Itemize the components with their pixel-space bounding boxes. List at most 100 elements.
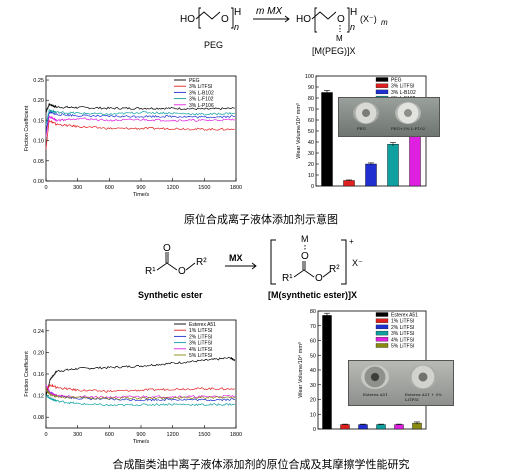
legend-label: 3% LiTFSI [189, 84, 212, 90]
x-axis-label: Time/s [133, 439, 150, 445]
y-tick-label: 0.05 [33, 159, 44, 165]
x-tick-label: 1500 [198, 185, 210, 191]
y-tick-label: 70 [308, 107, 314, 113]
bar [387, 143, 399, 187]
legend-label: PEG [391, 78, 402, 84]
y-tick-label: 50 [308, 129, 314, 135]
y-axis-label: Friction Coefficient [24, 105, 30, 151]
friction-chart-ester: 0 300 600 900 1200 1500 1800 0.08 0.12 0.16 0.20 0.… [24, 319, 242, 445]
caption-top: 原位合成离子液体添加剂示意图 [184, 213, 338, 226]
reaction-arrow-2 [225, 262, 257, 270]
scheme-1: HO O H n m MX HO O M H n (X⁻) m PEG [M(P… [180, 6, 388, 56]
y-axis-label: Wear Volume/10⁴ mm³ [295, 103, 302, 159]
disc-ester-litfsi [409, 365, 437, 389]
bar [343, 180, 355, 187]
x-tick-label: 900 [136, 185, 145, 191]
product-h: H [350, 7, 357, 18]
product-bracket [314, 7, 350, 33]
series-line [45, 119, 235, 150]
y-tick-label: 10 [310, 412, 316, 418]
y-tick-label: 0.12 [33, 394, 44, 400]
complex-bracket [270, 239, 347, 285]
series-line [45, 356, 236, 397]
x-tick-label: 0 [44, 432, 47, 438]
y-tick-label: 40 [310, 368, 316, 374]
reactant-n: n [234, 22, 239, 32]
legend-label: 4% LiTFSI [391, 337, 414, 343]
legend-swatch [375, 324, 389, 330]
legend-label: 4% LiTFSI [189, 347, 212, 353]
complex-o-carbonyl: O [301, 251, 309, 262]
scheme-2: R¹ O O R² MX M O R¹ O R² + X⁻ Synthetic … [138, 234, 363, 300]
x-tick-label: 300 [73, 185, 82, 191]
bar [376, 424, 386, 430]
y-tick-label: 30 [310, 383, 316, 389]
disc-ester [361, 365, 389, 389]
x-tick-label: 600 [105, 432, 114, 438]
wear-chart-ester: 0 10 20 30 40 50 60 70 80 Wear Volume/10⁴ mm³ Este… [297, 309, 427, 433]
legend-swatch [375, 83, 389, 88]
y-tick-label: 90 [308, 85, 314, 91]
product-m-sub: m [381, 18, 388, 27]
y-axis-label: Wear Volume/10⁴ mm³ [297, 342, 304, 398]
y-tick-label: 0.20 [33, 98, 44, 104]
y-tick-label: 100 [305, 74, 314, 80]
legend-swatch [375, 343, 389, 348]
y-tick-label: 40 [308, 140, 314, 146]
ester-o: O [178, 266, 186, 277]
bar [340, 424, 350, 430]
legend-swatch [375, 312, 389, 317]
ester-r1: R¹ [145, 266, 156, 277]
reagent-mx: MX [229, 253, 243, 263]
legend-swatch [375, 318, 389, 323]
reactant-o: O [221, 14, 229, 25]
y-tick-label: 60 [308, 118, 314, 124]
series-line [45, 103, 236, 113]
reactant-bracket [198, 7, 234, 29]
legend-label: 3% L-P106 [189, 103, 214, 109]
y-tick-label: 0.20 [33, 350, 44, 356]
y-tick-label: 0.00 [33, 179, 44, 185]
legend-label: 3% LiTFSI [391, 331, 414, 337]
x-tick-label: 1800 [230, 185, 242, 191]
y-tick-label: 0.10 [33, 139, 44, 145]
y-tick-label: 0 [311, 184, 314, 190]
series-line [45, 384, 236, 399]
y-tick-label: 10 [308, 173, 314, 179]
y-tick-label: 0.16 [33, 372, 44, 378]
x-tick-label: 300 [73, 432, 82, 438]
bar [321, 92, 333, 187]
series-line [45, 383, 235, 393]
disc-label-2: PEG+3% L-F102 [391, 126, 426, 131]
y-tick-label: 30 [308, 151, 314, 157]
legend-label: 3% L-B102 [189, 90, 214, 96]
legend-label: 1% LiTFSI [391, 319, 414, 325]
x-tick-label: 1800 [230, 432, 242, 438]
bar [322, 315, 332, 430]
series-line [45, 388, 236, 400]
x-tick-label: 600 [105, 185, 114, 191]
reaction-arrow-1 [253, 15, 290, 23]
legend-label: 1% LiTFSI [189, 328, 212, 334]
label-peg: PEG [204, 40, 223, 50]
legend-label: 3% LiTFSI [391, 84, 414, 90]
complex-r2: R² [329, 264, 340, 275]
complex-o: O [315, 273, 323, 284]
y-tick-label: 70 [310, 324, 316, 330]
legend-label: 2% LiTFSI [391, 325, 414, 331]
x-tick-label: 1200 [167, 185, 179, 191]
product-anion: (X⁻) [360, 14, 377, 24]
y-tick-label: 20 [310, 398, 316, 404]
y-tick-label: 50 [310, 353, 316, 359]
product-m: M [336, 34, 343, 43]
product-chain [311, 11, 337, 20]
legend-label: PEG [189, 78, 200, 84]
series-line [45, 394, 236, 407]
y-axis-label: Friction Coefficient [24, 351, 30, 397]
label-complex: [M(synthetic ester)]X [268, 290, 357, 300]
legend-swatch [375, 330, 389, 336]
inset-photo-ester: Esterex A51 Esterex A51 + 5% LiTFSI [348, 360, 454, 406]
bar [358, 424, 368, 430]
legend-label: Esterex A51 [189, 322, 216, 328]
friction-chart-peg: 0 300 600 900 1200 1500 1800 0.00 0.05 0.10 0.15 0.… [24, 75, 242, 198]
